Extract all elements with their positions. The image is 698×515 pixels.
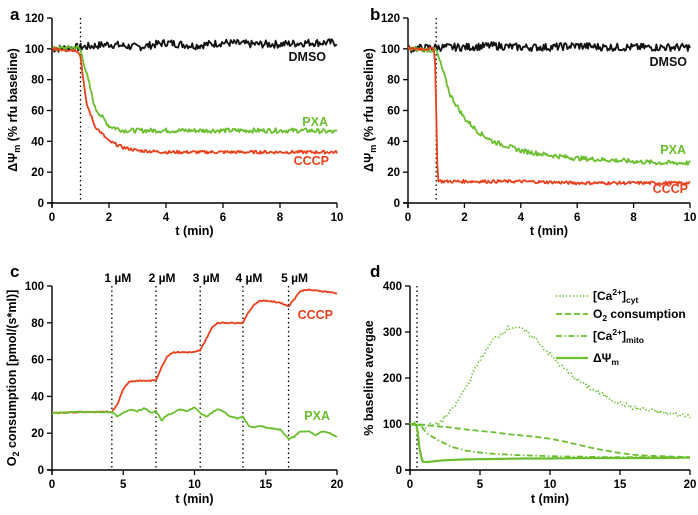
series-line--ca2-mito [410, 423, 690, 459]
y-tick-label: 200 [383, 373, 402, 385]
y-tick-label: 60 [31, 355, 44, 367]
x-axis-label: t (min) [175, 224, 213, 238]
y-tick-label: 20 [387, 167, 400, 179]
x-tick-label: 20 [331, 479, 344, 491]
series-line-cccp [51, 288, 338, 415]
panel-d: d 0 100 200 300 400 0 5 10 15 20 t (min) % baseline … [362, 262, 696, 506]
x-tick-label: 15 [614, 479, 627, 491]
x-tick-label: 0 [49, 479, 55, 491]
x-tick-label: 10 [331, 212, 344, 224]
y-tick-label: 400 [383, 281, 402, 293]
x-tick-label: 10 [544, 479, 557, 491]
x-tick-label: 8 [277, 212, 284, 224]
series-line-cccp [407, 46, 691, 186]
concentration-label: 3 µM [193, 271, 220, 285]
series-label-cccp: CCCP [653, 182, 688, 196]
panel-letter: b [370, 5, 380, 24]
legend-entry: ΔΨm [593, 351, 619, 367]
panel-letter: d [370, 262, 380, 281]
x-tick-label: 20 [684, 479, 697, 491]
x-tick-label: 2 [461, 212, 467, 224]
y-tick-label: 100 [25, 44, 44, 56]
x-axis-label: t (min) [175, 492, 213, 506]
panel-c: c 0 20 40 60 80 100 0 5 10 15 20 t (min) O2 consumpti… [5, 262, 343, 506]
x-tick-label: 4 [518, 212, 525, 224]
y-tick-label: 100 [383, 419, 402, 431]
x-tick-label: 5 [120, 479, 127, 491]
y-tick-label: 0 [38, 198, 44, 210]
series-label-dmso: DMSO [289, 50, 327, 64]
y-tick-label: 40 [387, 136, 400, 148]
y-axis-label: % baseline avergae [362, 320, 376, 435]
series-label-pxa: PXA [304, 409, 330, 423]
series-label-cccp: CCCP [298, 308, 333, 322]
y-axis-label: O2 consumption [pmol/(s*ml)] [5, 290, 21, 467]
y-tick-label: 80 [387, 75, 400, 87]
y-tick-label: 60 [31, 106, 44, 118]
x-tick-label: 15 [259, 479, 272, 491]
y-tick-label: 80 [31, 75, 44, 87]
x-tick-label: 6 [220, 212, 226, 224]
x-tick-label: 2 [106, 212, 112, 224]
y-tick-label: 20 [31, 167, 44, 179]
y-tick-label: 0 [394, 198, 400, 210]
y-tick-label: 0 [396, 465, 402, 477]
series-line-cccp [51, 46, 338, 155]
series-line-o2-consumption [410, 423, 690, 459]
series-line-pxa [407, 46, 691, 166]
y-tick-label: 100 [25, 281, 44, 293]
series-line-pxa [51, 406, 338, 441]
panel-b: b 0 20 40 60 80 100 120 0 2 4 6 8 10 t (min) ΔΨm (% rfu… [362, 5, 696, 238]
y-tick-label: 120 [381, 13, 400, 25]
series-label-pxa: PXA [302, 115, 328, 129]
x-tick-label: 5 [477, 479, 484, 491]
concentration-label: 4 µM [235, 271, 262, 285]
legend-entry: [Ca2+]cyt [593, 287, 639, 305]
x-axis-label: t (min) [531, 492, 569, 506]
y-tick-label: 40 [31, 391, 44, 403]
y-axis-label: ΔΨm (% rfu baseline) [362, 48, 378, 172]
series-label-cccp: CCCP [294, 154, 329, 168]
x-tick-label: 0 [49, 212, 55, 224]
series-line-dmso [407, 41, 691, 54]
legend-entry: O2 consumption [593, 307, 686, 323]
x-tick-label: 10 [188, 479, 201, 491]
series-line--ca2-cyt [409, 325, 691, 429]
y-tick-label: 120 [25, 13, 44, 25]
panel-a: a 0 20 40 60 80 100 120 0 2 4 6 8 10 t (min) ΔΨm (% rfu… [6, 5, 343, 238]
series-label-pxa: PXA [660, 143, 686, 157]
concentration-label: 5 µM [281, 271, 308, 285]
series-line--m [409, 422, 690, 464]
y-tick-label: 100 [381, 44, 400, 56]
panel-letter: c [10, 262, 19, 281]
x-tick-label: 0 [407, 479, 413, 491]
x-tick-label: 10 [684, 212, 697, 224]
y-tick-label: 20 [31, 428, 44, 440]
series-line-pxa [51, 44, 338, 135]
x-axis-label: t (min) [530, 224, 568, 238]
y-tick-label: 300 [383, 327, 402, 339]
series-label-dmso: DMSO [650, 55, 688, 69]
legend-entry: [Ca2+]mito [593, 327, 644, 345]
x-tick-label: 0 [405, 212, 411, 224]
y-axis-label: ΔΨm (% rfu baseline) [6, 48, 22, 172]
x-tick-label: 8 [630, 212, 637, 224]
concentration-label: 1 µM [104, 271, 131, 285]
concentration-label: 2 µM [149, 271, 176, 285]
x-tick-label: 4 [163, 212, 170, 224]
y-tick-label: 0 [38, 465, 44, 477]
panel-letter: a [10, 5, 20, 24]
y-tick-label: 80 [31, 318, 44, 330]
series-line-dmso [51, 38, 338, 53]
y-tick-label: 40 [31, 136, 44, 148]
x-tick-label: 6 [574, 212, 580, 224]
y-tick-label: 60 [387, 106, 400, 118]
